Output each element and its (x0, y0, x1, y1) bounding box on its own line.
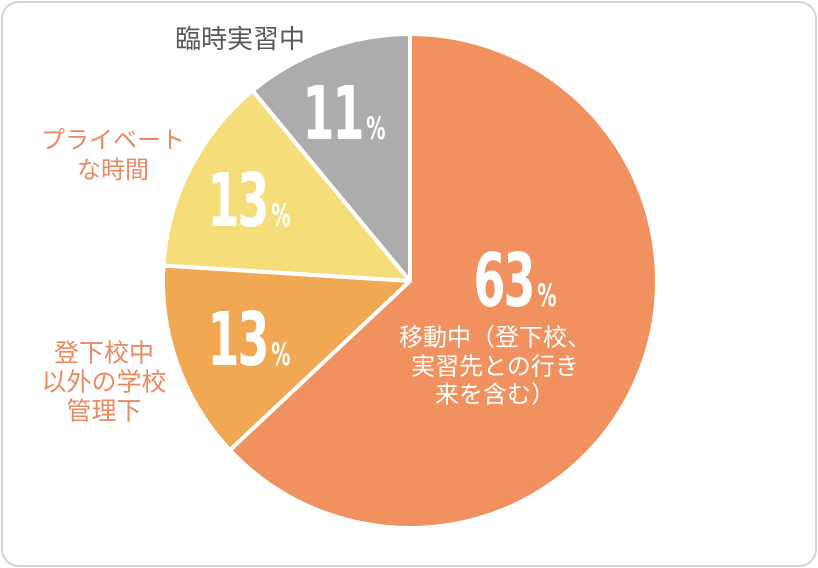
label-line: プライベート (41, 126, 185, 154)
value-moving: 63% (473, 238, 556, 324)
percent-value: 13 (207, 158, 269, 244)
label-line: 以外の学校 (41, 367, 167, 397)
label-temporary-internship: 臨時実習中 (175, 26, 305, 54)
label-line: 実習先との行き (411, 351, 579, 380)
label-school-managed-outside-commute: 登下校中 以外の学校 管理下 (41, 339, 166, 426)
pie-slice-private-time (161, 88, 412, 283)
percent-value: 11 (302, 71, 364, 157)
percent-sign: % (537, 278, 557, 314)
label-line: な時間 (77, 156, 149, 184)
label-line: 登下校中 (53, 338, 155, 368)
percent-value: 63 (473, 238, 535, 324)
label-line: 来を含む） (435, 380, 555, 409)
percent-sign: % (366, 111, 386, 147)
value-temporary-internship: 11% (302, 71, 385, 157)
label-line: 管理下 (66, 396, 142, 426)
percent-sign: % (271, 198, 291, 234)
label-private-time: プライベート な時間 (41, 125, 185, 185)
label-line: 臨時実習中 (174, 25, 306, 55)
percent-sign: % (271, 337, 291, 373)
pie-slice-temporary-internship (250, 32, 412, 283)
value-private-time: 13% (207, 158, 290, 244)
label-line: 移動中（登下校、 (399, 323, 591, 352)
label-moving: 移動中（登下校、 実習先との行き 来を含む） (399, 323, 591, 409)
percent-value: 13 (207, 297, 269, 383)
pie-slice-moving (227, 32, 659, 530)
pie-slice-school-managed-outside-commute (161, 263, 412, 453)
value-school-managed-outside-commute: 13% (207, 297, 290, 383)
